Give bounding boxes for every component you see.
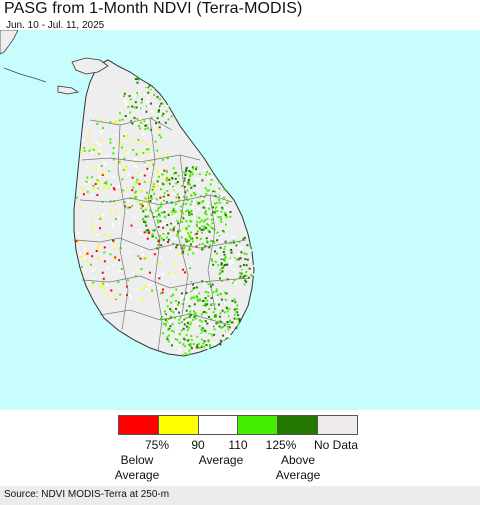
legend-swatch-nodata [318,416,357,434]
legend-swatch-red [119,416,159,434]
legend-tick-75: 75% [144,438,170,452]
adams-bridge [3,67,47,83]
legend-bar [118,415,358,435]
district-borders [75,117,251,353]
jaffna-peninsula [71,57,109,75]
mannar-island [57,85,80,95]
date-range: Jun. 10 - Jul. 11, 2025 [6,20,105,31]
legend-no-data: No Data [313,438,359,452]
map-title: PASG from 1-Month NDVI (Terra-MODIS) [4,0,303,17]
legend-swatch-lightgreen [238,416,279,434]
legend-tick-90: 90 [191,438,205,452]
map-panel [0,30,480,410]
legend-swatch-white [198,416,239,434]
legend-tick-110: 110 [228,438,248,452]
legend-tick-125: 125% [265,438,297,452]
legend-average: Average [198,453,244,467]
legend-below-average: Below Average [114,453,160,482]
ndvi-pixels [75,77,256,356]
legend-above-average: Above Average [275,453,321,482]
india-coast [0,30,19,55]
source-credit: Source: NDVI MODIS-Terra at 250-m [4,489,170,500]
footer-bar: Source: NDVI MODIS-Terra at 250-m [0,486,480,505]
legend-swatch-yellow [158,416,199,434]
legend-swatch-darkgreen [278,416,319,434]
